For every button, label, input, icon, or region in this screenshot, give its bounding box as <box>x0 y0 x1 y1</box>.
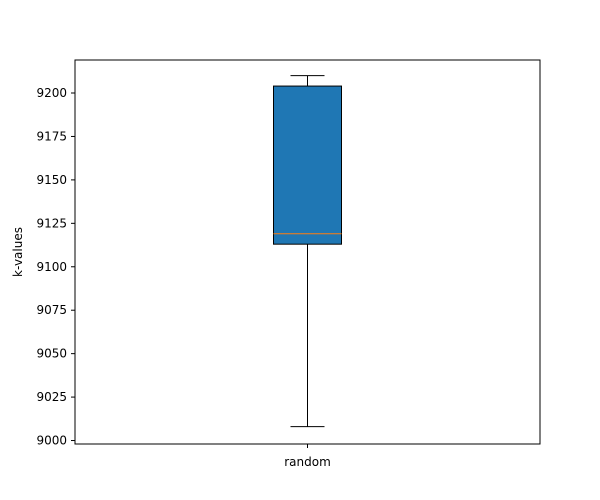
box-random <box>273 85 342 245</box>
y-tick-label: 9125 <box>36 216 67 230</box>
x-axis: random <box>284 444 331 469</box>
y-tick-label: 9150 <box>36 173 67 187</box>
y-axis-title: k-values <box>11 227 25 277</box>
y-tick-label: 9175 <box>36 129 67 143</box>
plot-area <box>74 59 541 445</box>
y-tick-label: 9075 <box>36 303 67 317</box>
x-tick-label: random <box>284 455 331 469</box>
y-tick-label: 9025 <box>36 390 67 404</box>
y-axis: 9000 9025 9050 9075 9100 9125 9150 9175 9200 <box>36 86 75 448</box>
y-tick-label: 9100 <box>36 260 67 274</box>
y-tick-label: 9000 <box>36 434 67 448</box>
y-tick-label: 9050 <box>36 347 67 361</box>
y-tick-label: 9200 <box>36 86 67 100</box>
